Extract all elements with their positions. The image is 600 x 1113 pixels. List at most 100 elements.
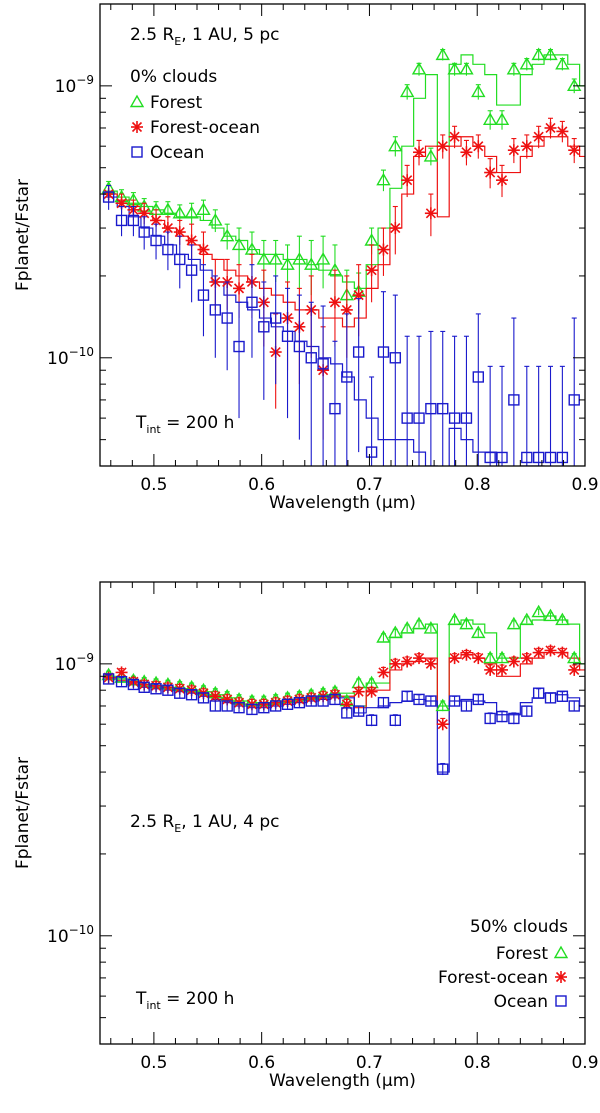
data-point-forest-ocean <box>365 264 378 277</box>
data-point-forest-ocean-stroke <box>485 664 496 675</box>
data-point-forest-ocean-stroke <box>545 645 556 656</box>
data-point-ocean <box>413 412 425 424</box>
y-tick-label: 10−9 <box>55 651 94 675</box>
data-point-forest <box>256 252 272 265</box>
params-subscript: E <box>174 35 181 48</box>
legend-item-forest: Forest <box>129 93 203 113</box>
legend-marker-forest-ocean-stroke <box>131 121 143 133</box>
data-point-forest-ocean-stroke <box>508 145 519 156</box>
data-point-ocean <box>281 698 294 711</box>
data-point-forest <box>506 61 522 75</box>
data-point-forest <box>543 608 558 622</box>
data-point-forest-ocean-stroke <box>449 653 460 664</box>
data-point-forest-ocean <box>413 652 426 665</box>
tint-annotation: Tint = 200 h <box>135 989 234 1012</box>
legend: Forest Forest-ocean Ocean <box>438 944 569 1012</box>
data-point-forest-ocean <box>484 663 497 676</box>
y-tick-label: 10−9 <box>55 73 94 97</box>
legend: Forest Forest-ocean Ocean <box>129 93 260 163</box>
data-point-forest-ocean-stroke <box>329 297 341 308</box>
data-point-ocean <box>532 687 545 699</box>
data-point-forest <box>459 616 474 630</box>
params-subscript: E <box>174 822 181 835</box>
data-point-ocean <box>293 340 306 353</box>
data-point-ocean <box>233 701 245 714</box>
data-point-ocean <box>365 446 378 458</box>
data-point-forest-ocean <box>520 652 533 665</box>
data-point-forest <box>435 47 450 61</box>
data-point-forest <box>268 252 283 265</box>
data-point-forest <box>399 621 415 634</box>
data-point-forest-ocean-stroke <box>390 222 401 234</box>
data-point-forest-ocean-stroke <box>139 208 150 219</box>
data-point-forest-ocean <box>401 655 414 668</box>
legend-item-ocean: Ocean <box>131 143 204 163</box>
params-annotation: 2.5 RE, 1 AU, 5 pc <box>130 25 279 48</box>
data-point-forest <box>376 172 391 186</box>
data-point-forest-ocean-stroke <box>353 686 364 697</box>
plot-area <box>101 47 585 466</box>
data-point-forest-ocean <box>424 657 437 670</box>
data-point-forest-ocean <box>544 121 557 134</box>
data-point-ocean <box>221 312 233 324</box>
legend-label-forest-ocean: Forest-ocean <box>150 118 260 138</box>
data-point-forest-ocean <box>472 140 485 153</box>
data-point-ocean <box>329 693 341 706</box>
data-point-forest <box>471 625 486 639</box>
data-point-forest-ocean <box>532 130 545 143</box>
data-point-forest-ocean <box>507 655 520 668</box>
data-point-forest-ocean-stroke <box>461 147 472 158</box>
data-point-forest-ocean-stroke <box>569 664 580 675</box>
clouds-annotation: 50% clouds <box>470 917 568 937</box>
data-point-forest-ocean-stroke <box>233 283 245 294</box>
legend-label-ocean: Ocean <box>150 143 204 163</box>
data-point-ocean <box>341 707 353 719</box>
data-point-forest-ocean <box>472 652 485 665</box>
data-point-forest <box>423 149 439 162</box>
data-point-ocean <box>472 693 484 706</box>
y-tick-base: 10 <box>47 927 69 947</box>
data-point-forest-ocean <box>568 144 581 157</box>
data-point-forest <box>435 698 450 712</box>
y-tick-base: 10 <box>47 349 69 369</box>
data-point-ocean <box>437 763 449 775</box>
data-point-forest-ocean-stroke <box>366 686 377 697</box>
tint-subscript: int <box>146 423 161 436</box>
data-point-ocean <box>150 683 162 695</box>
data-point-forest-ocean <box>556 646 569 659</box>
tint-main: T <box>135 989 147 1009</box>
x-tick-label: 0.6 <box>248 475 275 495</box>
data-point-ocean <box>484 712 496 725</box>
data-point-forest-ocean-stroke <box>449 131 460 142</box>
params-annotation: 2.5 RE, 1 AU, 4 pc <box>130 812 279 835</box>
params-rest: , 1 AU, 4 pc <box>181 812 279 832</box>
data-point-forest-ocean <box>556 125 569 138</box>
data-point-ocean <box>317 695 329 707</box>
data-point-forest <box>231 237 247 251</box>
legend-label-ocean: Ocean <box>494 992 548 1012</box>
data-point-forest <box>494 112 510 126</box>
data-point-ocean <box>233 340 245 353</box>
data-point-ocean <box>185 264 198 276</box>
x-axis-title: Wavelength (µm) <box>269 493 416 513</box>
data-point-ocean <box>401 412 413 424</box>
data-point-ocean <box>521 705 533 717</box>
legend-marker-forest-ocean-stroke <box>555 971 567 983</box>
data-point-forest-ocean-stroke <box>545 122 556 134</box>
data-point-forest <box>280 257 295 270</box>
data-point-ocean <box>162 684 174 696</box>
data-point-ocean <box>127 214 140 227</box>
data-point-ocean <box>209 304 222 316</box>
data-point-forest-ocean <box>377 243 390 256</box>
data-point-forest-ocean-stroke <box>116 667 127 678</box>
data-point-ocean <box>102 191 115 203</box>
data-point-forest <box>459 61 474 75</box>
data-point-ocean <box>425 402 437 415</box>
data-point-ocean <box>413 693 425 706</box>
data-point-forest <box>447 612 462 626</box>
data-point-forest-ocean-stroke <box>150 215 162 226</box>
data-point-forest-ocean-stroke <box>402 656 413 667</box>
data-point-forest <box>315 252 331 265</box>
data-point-ocean <box>401 690 413 702</box>
data-point-ocean <box>127 678 140 691</box>
